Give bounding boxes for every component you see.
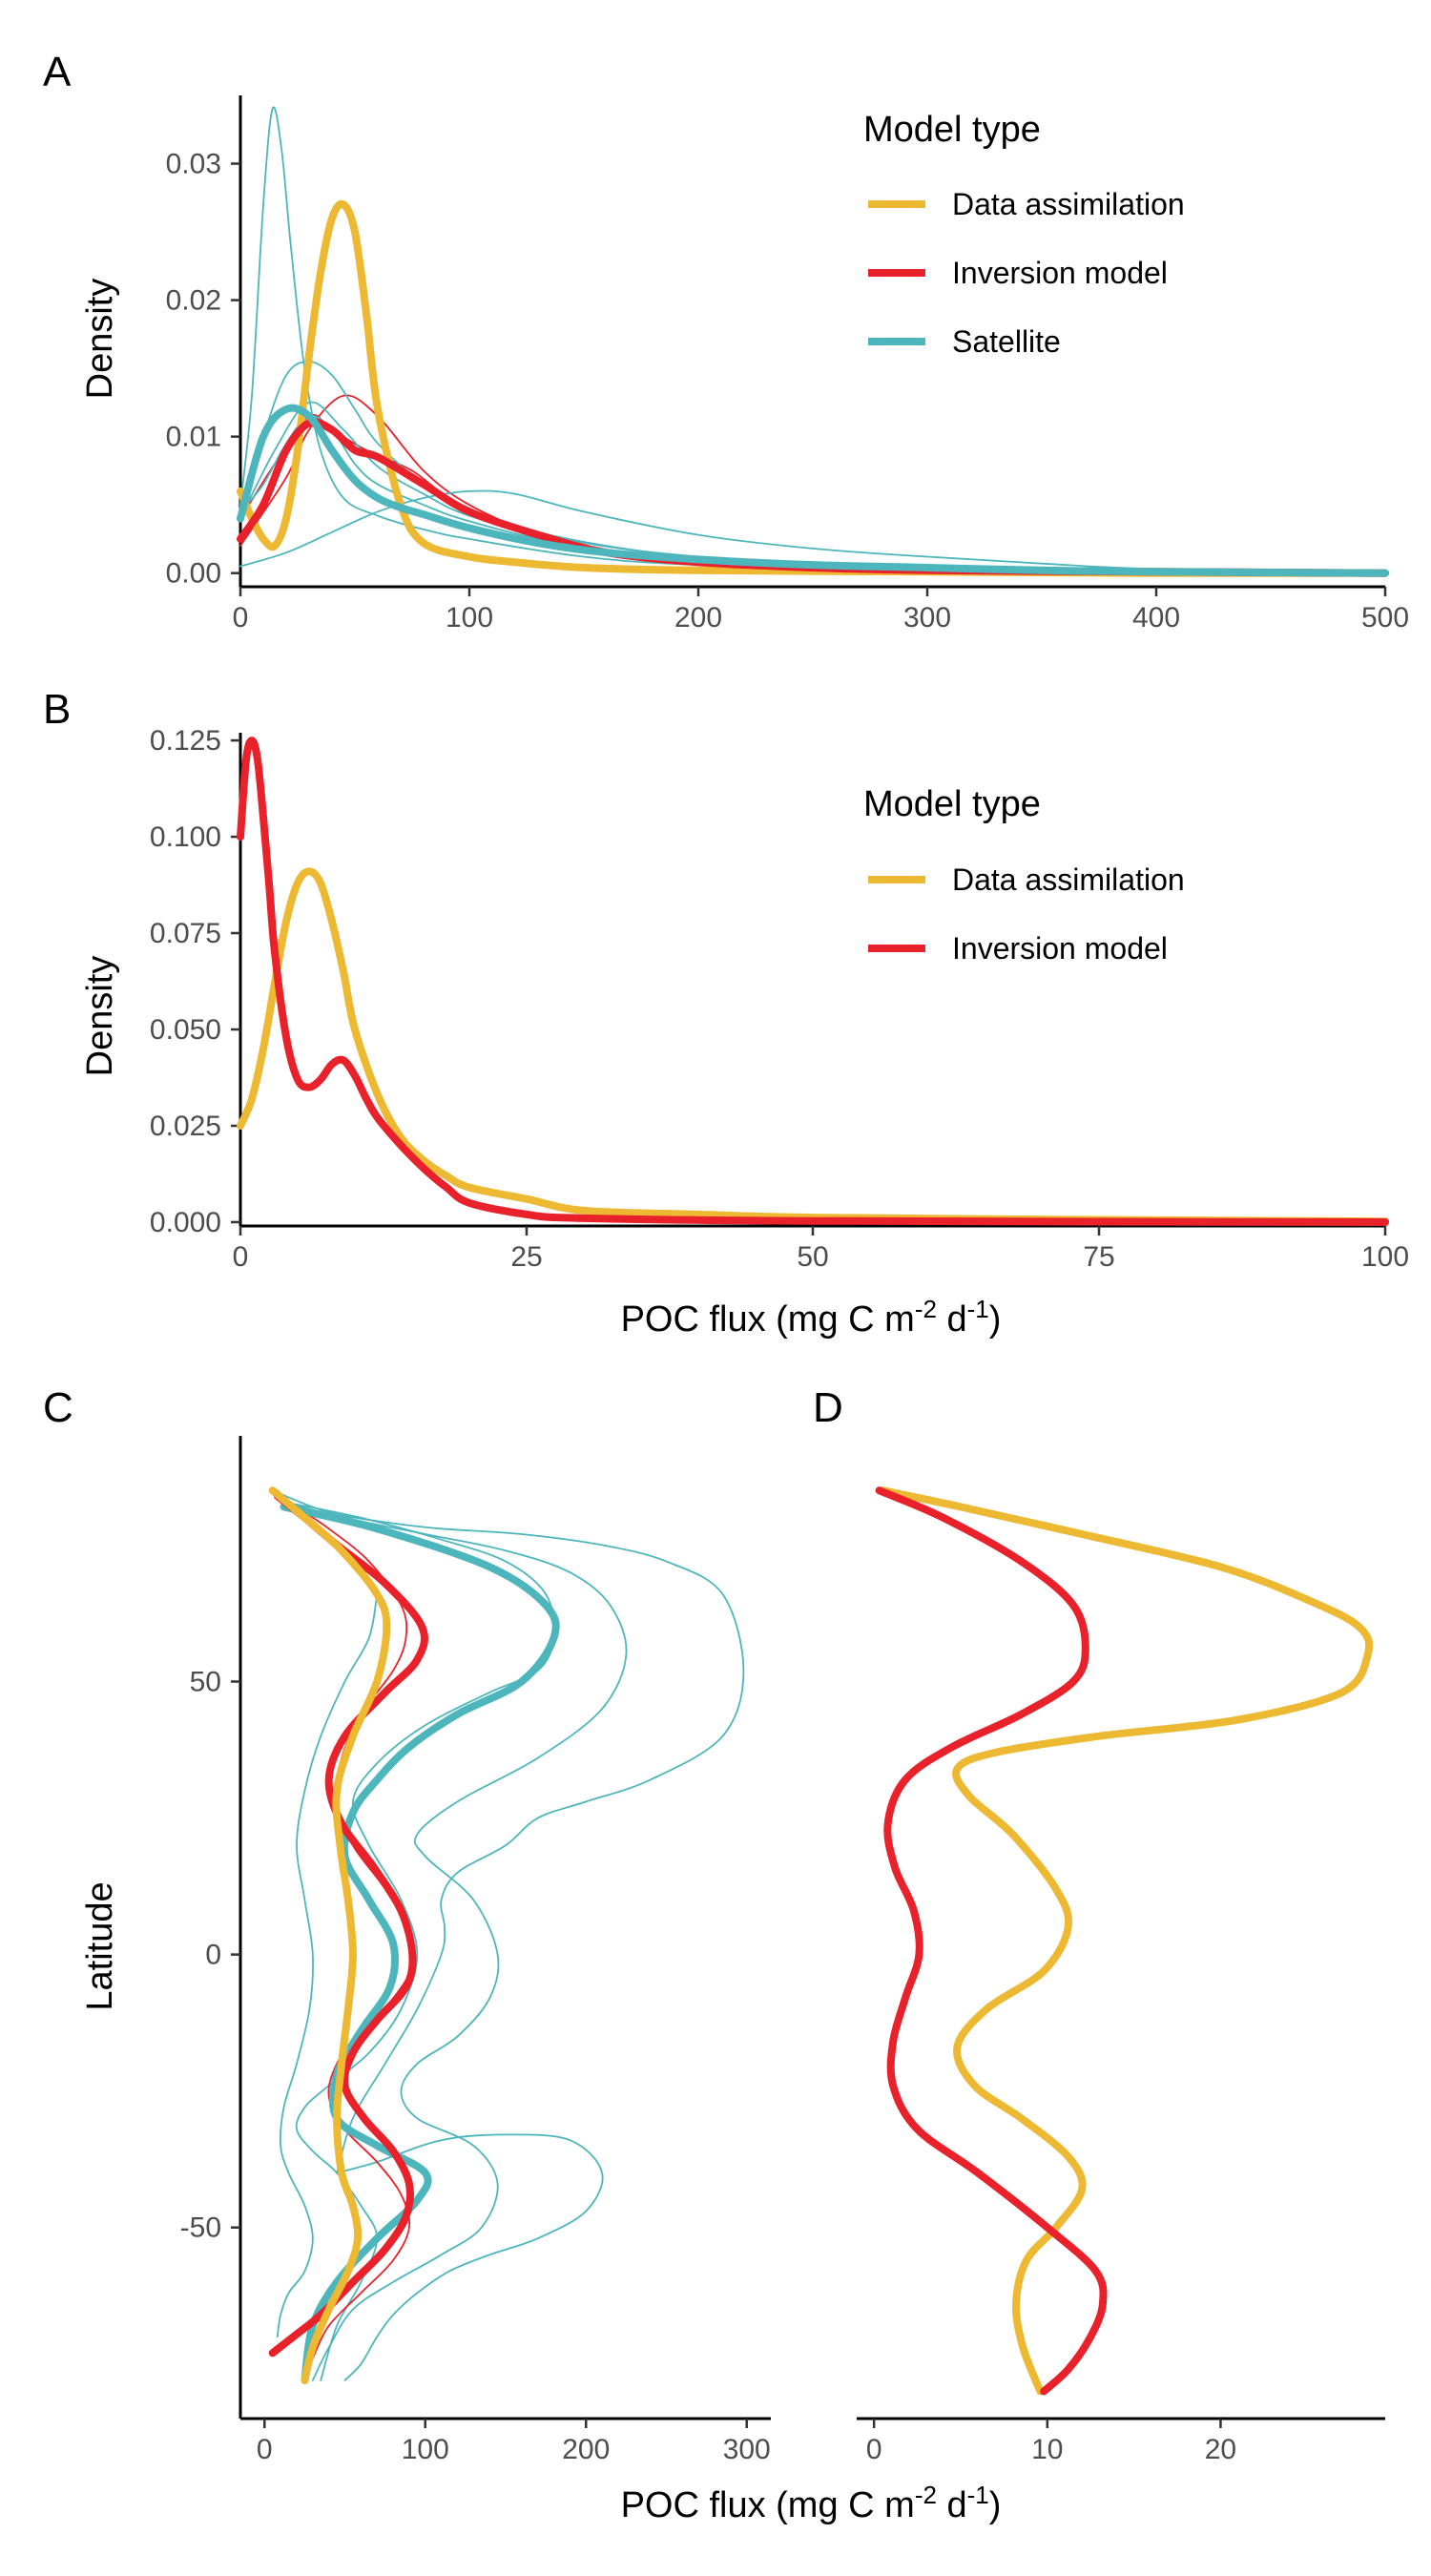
legend-a-label-satellite: Satellite [952,324,1061,359]
panel-a-y-tick-label: 0.01 [166,422,221,453]
panel-d-series-inversion-model-mean [875,1486,1108,2396]
panel-c-y-axis-title: Latitude [80,1881,120,2010]
panel-c-series-satellite-member [271,1489,745,2174]
panel-d-x-tick-label: 0 [866,2434,882,2465]
legend-b-title: Model type [863,784,1041,824]
panel-a-series-satellite-member [239,489,1386,573]
panel-a-x-tick-label: 400 [1132,602,1180,634]
panel-a-series-satellite-member [239,414,1386,574]
panel-b: 0 25 50 75 100 0.000 0.025 0.050 0.075 0.100 0.125 [150,725,1409,1273]
panel-d-x-tick-label: 10 [1031,2434,1063,2465]
panel-c-x-tick-label: 0 [257,2434,273,2465]
panel-b-x-tick-label: 0 [233,1241,249,1273]
panel-a-series-data-assimilation-mean [237,199,1389,577]
legend-a-label-data-assimilation: Data assimilation [952,187,1185,221]
legend-b: Model type Data assimilation Inversion m… [863,784,1185,966]
legend-b-label-data-assimilation: Data assimilation [952,862,1185,897]
legend-a-label-inversion-model: Inversion model [952,256,1168,290]
panel-a-y-tick-label: 0.00 [166,558,221,590]
panel-c-series-satellite-mean [280,1503,560,2384]
panel-c-series-satellite-member [336,2133,604,2381]
panel-b-series-inversion-model-mean [237,737,1389,1226]
panel-c-series-satellite-member [280,1500,628,2381]
panel-a-series-satellite-member [239,361,1386,574]
panel-d: 0 10 20 [857,1486,1385,2465]
panel-a-y-tick-label: 0.02 [166,285,221,317]
legend-b-label-inversion-model: Inversion model [952,931,1168,966]
panel-a-x-tick-label: 100 [446,602,493,634]
panel-label-b: B [43,686,71,733]
panel-a-y-tick-label: 0.03 [166,149,221,180]
panel-b-y-tick-label: 0.075 [150,918,221,949]
panel-a-series-inversion-model-member [239,394,1386,574]
panel-a-x-tick-label: 200 [674,602,722,634]
panel-a-series-inversion-model-mean [237,418,1389,577]
panel-c: 0 100 200 300 -50 0 50 [180,1436,771,2465]
panel-a-y-axis-title: Density [80,279,120,400]
panel-b-series-data-assimilation-mean [237,867,1389,1226]
panel-b-x-tick-label: 25 [510,1241,542,1273]
panel-c-series-satellite-member [280,1500,555,2381]
panel-a-series-satellite-member [239,106,1386,574]
panel-a-x-tick-label: 0 [233,602,249,634]
panel-c-x-tick-label: 300 [723,2434,771,2465]
panel-label-a: A [43,49,72,95]
panel-c-y-tick-label: 0 [205,1940,221,1971]
panel-b-y-tick-label: 0.050 [150,1014,221,1046]
panel-label-d: D [813,1384,843,1431]
panel-b-y-tick-label: 0.000 [150,1207,221,1238]
panel-c-y-tick-label: 50 [190,1667,221,1698]
legend-a-title: Model type [863,110,1041,150]
panel-b-x-axis-title: POC flux (mg C m-2 d-1) [621,1295,1002,1340]
panel-c-series-satellite-member [276,1593,379,2338]
panel-d-x-tick-label: 20 [1205,2434,1236,2465]
panel-label-c: C [43,1384,73,1431]
panel-b-y-tick-label: 0.100 [150,821,221,853]
panel-b-x-tick-label: 75 [1083,1241,1114,1273]
panel-c-series-data-assimilation-mean [268,1486,391,2384]
panel-b-y-tick-label: 0.025 [150,1111,221,1142]
panel-a-series-satellite-member [239,401,1386,574]
panel-a-x-tick-label: 500 [1361,602,1409,634]
panel-c-series-inversion-model-mean [268,1491,428,2358]
panel-a: 0 100 200 300 400 500 0.00 0.01 0.02 0.03 [166,95,1409,634]
panel-c-x-tick-label: 100 [402,2434,449,2465]
panel-b-x-tick-label: 50 [797,1241,828,1273]
panel-c-y-tick-label: -50 [180,2212,221,2244]
panel-cd-x-axis-title: POC flux (mg C m-2 d-1) [621,2481,1002,2525]
panel-d-series-data-assimilation-mean [879,1486,1374,2396]
panel-a-x-tick-label: 300 [903,602,951,634]
panel-b-y-axis-title: Density [80,956,120,1077]
panel-b-y-tick-label: 0.125 [150,725,221,757]
panel-a-series-inversion-model-member [239,413,1386,574]
panel-b-x-tick-label: 100 [1361,1241,1409,1273]
legend-a: Model type Data assimilation Inversion m… [863,110,1185,359]
panel-c-x-tick-label: 200 [562,2434,610,2465]
panel-a-series-satellite-mean [237,404,1389,577]
